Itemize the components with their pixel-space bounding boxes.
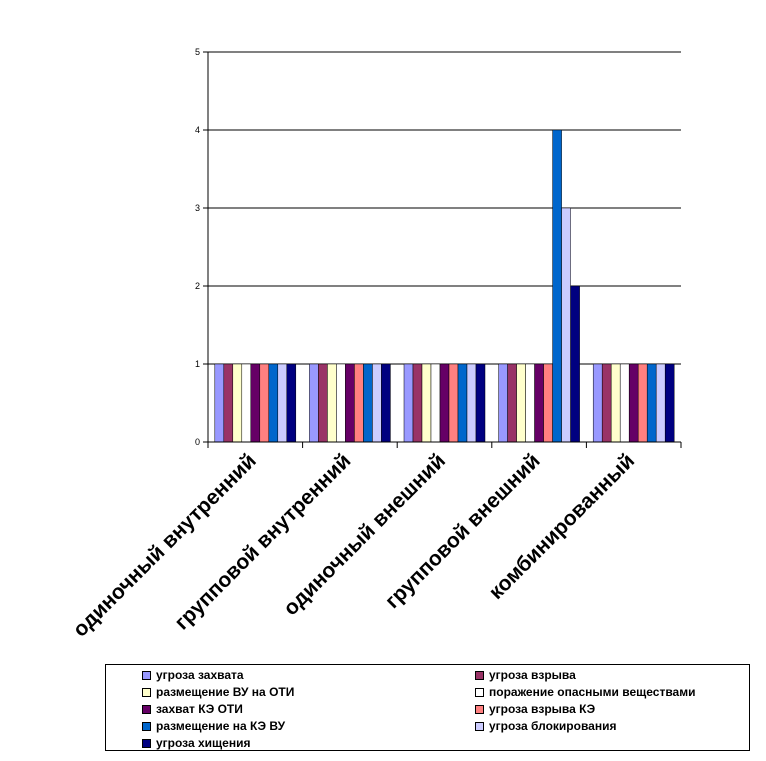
bar bbox=[601, 363, 612, 443]
bars bbox=[214, 129, 675, 443]
legend-item: угроза взрыва bbox=[475, 667, 576, 683]
x-category-label: групповой внутренний bbox=[170, 449, 355, 634]
bar bbox=[214, 363, 225, 443]
bar bbox=[259, 363, 270, 443]
legend-label: поражение опасными веществами bbox=[489, 685, 696, 699]
bar bbox=[466, 363, 477, 443]
legend-swatch bbox=[142, 670, 151, 680]
bar bbox=[250, 363, 261, 443]
bar bbox=[498, 363, 508, 443]
legend-label: размещение ВУ на ОТИ bbox=[156, 685, 295, 699]
bar bbox=[232, 363, 243, 443]
y-tick-label: 5 bbox=[195, 47, 200, 57]
legend-swatch bbox=[142, 738, 151, 748]
legend-item: поражение опасными веществами bbox=[475, 684, 695, 700]
x-category-label: групповой внешний bbox=[381, 449, 545, 613]
bar bbox=[241, 363, 252, 443]
legend-label: захват КЭ ОТИ bbox=[156, 702, 243, 716]
legend: угроза захвата угроза взрыва размещение ВУ… bbox=[105, 664, 750, 751]
legend-swatch bbox=[475, 704, 484, 714]
bar bbox=[543, 363, 553, 443]
bar bbox=[534, 363, 544, 443]
y-tick-label: 1 bbox=[195, 359, 200, 369]
legend-item: размещение ВУ на ОТИ bbox=[142, 684, 294, 700]
bar bbox=[552, 129, 562, 443]
bar bbox=[475, 363, 486, 443]
bar bbox=[403, 363, 414, 443]
y-tick-label: 4 bbox=[195, 125, 200, 135]
bar bbox=[655, 363, 666, 443]
legend-swatch bbox=[142, 721, 151, 731]
bar bbox=[372, 363, 382, 443]
bar bbox=[570, 285, 580, 443]
bar bbox=[421, 363, 432, 443]
bar bbox=[327, 363, 337, 443]
bar bbox=[439, 363, 450, 443]
legend-swatch bbox=[142, 687, 151, 697]
legend-item: угроза хищения bbox=[142, 735, 250, 751]
bar bbox=[637, 363, 648, 443]
bar bbox=[223, 363, 234, 443]
legend-label: угроза взрыва КЭ bbox=[489, 702, 596, 716]
axes bbox=[203, 51, 682, 448]
y-tick-label: 2 bbox=[195, 281, 200, 291]
legend-label: угроза захвата bbox=[156, 668, 244, 682]
bar bbox=[507, 363, 517, 443]
y-tick-label: 0 bbox=[195, 437, 200, 447]
bar bbox=[430, 363, 441, 443]
bar bbox=[619, 363, 630, 443]
bar bbox=[412, 363, 423, 443]
bar bbox=[354, 363, 364, 443]
bar bbox=[561, 207, 571, 443]
bar bbox=[516, 363, 526, 443]
bar bbox=[336, 363, 346, 443]
legend-swatch bbox=[475, 670, 484, 680]
bar bbox=[525, 363, 535, 443]
bar bbox=[381, 363, 391, 443]
legend-item: угроза взрыва КЭ bbox=[475, 701, 595, 717]
bar bbox=[345, 363, 355, 443]
legend-label: угроза блокирования bbox=[489, 719, 617, 733]
bar bbox=[268, 363, 279, 443]
bar bbox=[277, 363, 288, 443]
legend-item: размещение на КЭ ВУ bbox=[142, 718, 285, 734]
bar bbox=[664, 363, 675, 443]
legend-swatch bbox=[475, 687, 484, 697]
bar bbox=[610, 363, 621, 443]
legend-item: захват КЭ ОТИ bbox=[142, 701, 243, 717]
bar bbox=[628, 363, 639, 443]
legend-label: угроза хищения bbox=[156, 736, 251, 750]
legend-swatch bbox=[142, 704, 151, 714]
legend-label: угроза взрыва bbox=[489, 668, 576, 682]
bar bbox=[286, 363, 297, 443]
bar bbox=[646, 363, 657, 443]
bar bbox=[448, 363, 459, 443]
bar bbox=[363, 363, 373, 443]
legend-item: угроза захвата bbox=[142, 667, 244, 683]
bar bbox=[318, 363, 328, 443]
legend-swatch bbox=[475, 721, 484, 731]
y-tick-label: 3 bbox=[195, 203, 200, 213]
x-category-label: одиночный внутренний bbox=[69, 449, 261, 641]
legend-item: угроза блокирования bbox=[475, 718, 616, 734]
legend-label: размещение на КЭ ВУ bbox=[156, 719, 286, 733]
x-category-label: одиночный внешний bbox=[279, 449, 450, 620]
bar bbox=[309, 363, 319, 443]
y-tick-labels: 0 1 2 3 4 5 bbox=[195, 47, 200, 447]
bar bbox=[457, 363, 468, 443]
bar bbox=[592, 363, 603, 443]
